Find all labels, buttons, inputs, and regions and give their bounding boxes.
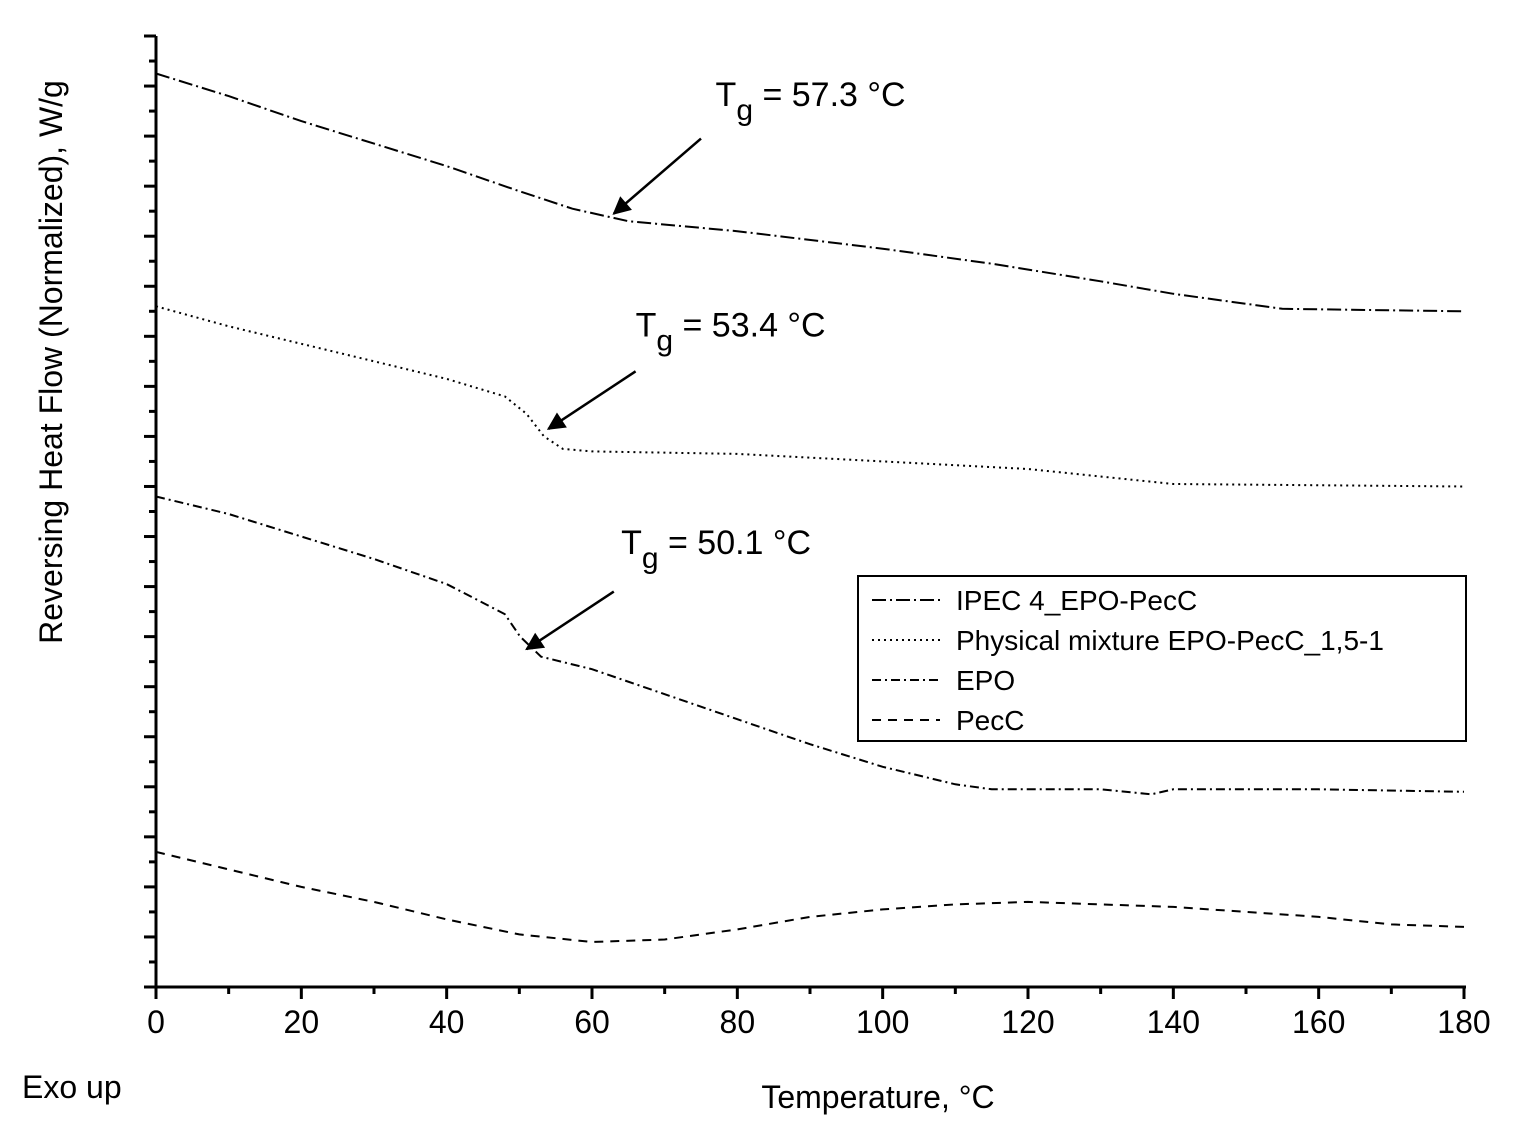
series-line-3 [155, 850, 1465, 944]
legend-entry-0: IPEC 4_EPO-PecC [956, 585, 1197, 616]
x-tick-label: 40 [429, 1004, 465, 1040]
axes: 0 20 40 60 80 100 120 140 160 180 [144, 34, 1491, 1040]
legend: IPEC 4_EPO-PecC Physical mixture EPO-PecC… [857, 575, 1467, 742]
annotation-arrow-0 [612, 137, 702, 215]
annotation-layer: Tg = 57.3 °C Tg = 53.4 °C Tg = 50.1 °C [525, 76, 906, 651]
x-tick-label: 120 [1001, 1004, 1054, 1040]
series-line-1 [155, 305, 1465, 488]
x-tick-label: 160 [1292, 1004, 1345, 1040]
x-tick-label: 0 [147, 1004, 165, 1040]
x-axis-label: Temperature, °C [761, 1079, 994, 1115]
y-axis-label: Reversing Heat Flow (Normalized), W/g [33, 80, 69, 644]
x-tick-label: 20 [284, 1004, 320, 1040]
series-layer [155, 72, 1465, 944]
series-line-0 [155, 72, 1465, 313]
series-line-2 [155, 495, 1465, 796]
exo-up-note: Exo up [22, 1069, 122, 1105]
annotation-arrow-2 [525, 590, 615, 651]
legend-entry-2: EPO [956, 665, 1015, 696]
legend-box [857, 575, 1467, 742]
annotation-label-0: Tg = 57.3 °C [716, 76, 906, 127]
x-tick-label: 140 [1147, 1004, 1200, 1040]
annotation-arrow-1 [546, 370, 637, 430]
x-tick-label: 80 [720, 1004, 756, 1040]
annotation-label-1: Tg = 53.4 °C [636, 306, 826, 357]
x-tick-label: 100 [856, 1004, 909, 1040]
legend-entry-1: Physical mixture EPO-PecC_1,5-1 [956, 625, 1384, 656]
legend-entry-3: PecC [956, 705, 1024, 736]
x-tick-label: 60 [574, 1004, 610, 1040]
annotation-label-2: Tg = 50.1 °C [621, 524, 811, 575]
x-tick-label: 180 [1437, 1004, 1490, 1040]
